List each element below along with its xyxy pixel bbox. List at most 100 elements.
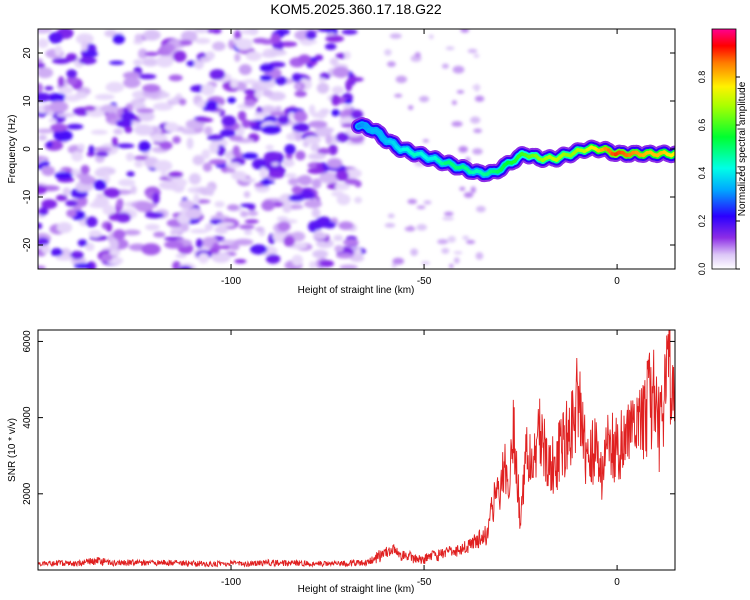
heatmap-x-label: Height of straight line (km) xyxy=(298,285,415,296)
noise-blob xyxy=(186,137,194,150)
noise-blob xyxy=(459,186,466,191)
noise-blob xyxy=(342,104,353,109)
x-tick-label: -50 xyxy=(417,577,432,588)
noise-blob xyxy=(252,37,269,44)
noise-blob xyxy=(38,92,52,102)
noise-blob xyxy=(240,210,249,218)
noise-blob xyxy=(150,133,168,143)
noise-blob xyxy=(205,100,218,112)
noise-blob xyxy=(229,243,240,251)
noise-blob xyxy=(175,253,187,259)
noise-blob xyxy=(263,151,281,163)
colorbar-tick-label: 0.2 xyxy=(697,215,707,228)
noise-blob xyxy=(229,135,244,142)
noise-blob xyxy=(308,120,328,129)
noise-blob xyxy=(342,239,359,246)
noise-blob xyxy=(219,239,239,245)
noise-blob xyxy=(334,245,344,253)
y-tick-label: 0 xyxy=(22,146,33,152)
noise-blob xyxy=(472,148,483,155)
noise-blob xyxy=(350,109,364,120)
noise-blob xyxy=(335,253,354,259)
noise-blob xyxy=(159,141,173,150)
noise-blob xyxy=(384,223,396,228)
noise-blob xyxy=(116,198,124,209)
noise-blob xyxy=(138,111,155,122)
noise-blob xyxy=(137,48,148,60)
noise-blob xyxy=(265,144,274,151)
noise-blob xyxy=(384,49,392,56)
noise-blob xyxy=(38,206,48,216)
noise-blob xyxy=(193,193,200,204)
noise-blob xyxy=(312,249,329,259)
noise-blob xyxy=(315,238,334,249)
noise-blob xyxy=(125,152,135,162)
colorbar: 0.0 0.2 0.4 0.6 0.8 Normalized spectral ampl… xyxy=(697,28,748,276)
noise-blob xyxy=(133,124,154,136)
colorbar-tick-label: 0.4 xyxy=(697,167,707,180)
noise-blob xyxy=(422,139,430,143)
noise-blob xyxy=(242,79,258,85)
noise-blob xyxy=(111,136,118,148)
noise-blob xyxy=(154,160,173,172)
colorbar-gradient xyxy=(711,28,737,270)
noise-blob xyxy=(470,116,481,124)
noise-blob xyxy=(231,170,247,181)
noise-blob xyxy=(71,151,84,162)
noise-blob xyxy=(470,186,476,194)
noise-blob xyxy=(473,53,480,58)
noise-blob xyxy=(298,54,311,64)
noise-blob xyxy=(180,30,198,43)
noise-blob xyxy=(44,85,54,91)
noise-blob xyxy=(75,33,94,45)
noise-blob xyxy=(453,251,463,255)
noise-blob xyxy=(41,199,58,209)
colorbar-tick-label: 0.0 xyxy=(697,263,707,276)
noise-blob xyxy=(458,146,468,153)
noise-blob xyxy=(198,252,209,264)
noise-blob xyxy=(50,248,63,257)
noise-blob xyxy=(332,66,350,78)
noise-blob xyxy=(217,222,235,227)
noise-blob xyxy=(185,208,203,219)
heatmap-signal-track xyxy=(350,117,675,183)
noise-blob xyxy=(236,81,247,92)
noise-blob xyxy=(277,115,290,125)
noise-blob xyxy=(193,29,209,34)
noise-blob xyxy=(339,264,358,269)
noise-blob xyxy=(294,90,307,98)
noise-blob xyxy=(320,127,335,133)
noise-blob xyxy=(318,77,326,82)
noise-blob xyxy=(291,254,304,266)
noise-blob xyxy=(38,58,43,64)
noise-blob xyxy=(65,199,78,207)
noise-blob xyxy=(168,74,183,82)
noise-blob xyxy=(214,225,229,235)
noise-blob xyxy=(43,104,51,113)
noise-blob xyxy=(389,33,402,39)
noise-blob xyxy=(332,85,344,95)
noise-blob xyxy=(284,173,297,178)
x-tick-label: -100 xyxy=(221,276,241,287)
noise-blob xyxy=(195,238,203,249)
noise-blob xyxy=(394,93,403,98)
noise-blob xyxy=(167,98,182,103)
noise-blob xyxy=(307,167,325,174)
noise-blob xyxy=(230,78,239,89)
noise-blob xyxy=(113,128,124,135)
noise-blob xyxy=(190,228,209,234)
noise-blob xyxy=(292,122,310,133)
noise-blob xyxy=(78,56,97,65)
noise-blob xyxy=(202,162,213,172)
noise-blob xyxy=(463,192,474,198)
noise-blob xyxy=(46,141,53,148)
noise-blob xyxy=(298,175,313,186)
noise-blob xyxy=(83,105,96,112)
noise-blob xyxy=(473,128,483,134)
colorbar-tick-label: 0.6 xyxy=(697,119,707,132)
noise-blob xyxy=(336,193,351,206)
noise-blob xyxy=(244,219,259,224)
noise-blob xyxy=(38,62,46,69)
noise-blob xyxy=(80,164,90,175)
